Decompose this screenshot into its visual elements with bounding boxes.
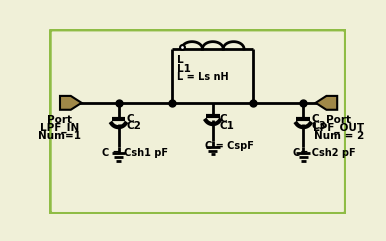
Text: L: L [177,55,184,65]
Polygon shape [60,96,81,110]
Text: LPF_IN: LPF_IN [41,123,80,133]
Text: Port: Port [47,115,73,125]
Polygon shape [316,96,337,110]
Text: LPF_OUT: LPF_OUT [313,123,364,133]
Text: C: C [127,114,135,124]
Text: L = Ls nH: L = Ls nH [177,72,229,82]
Text: C= Csh2 pF: C= Csh2 pF [293,147,355,158]
Text: C: C [220,114,227,124]
Text: Num=1: Num=1 [39,131,81,141]
Text: L1: L1 [177,64,191,74]
Text: C1: C1 [220,121,235,131]
Text: C2: C2 [127,121,142,131]
Text: C3: C3 [312,121,327,131]
Text: Num = 2: Num = 2 [313,131,364,141]
Text: C = CspF: C = CspF [205,141,254,151]
Text: Port: Port [326,115,351,125]
Text: C: C [312,114,319,124]
Text: C = Csh1 pF: C = Csh1 pF [102,147,168,158]
FancyBboxPatch shape [50,30,346,214]
